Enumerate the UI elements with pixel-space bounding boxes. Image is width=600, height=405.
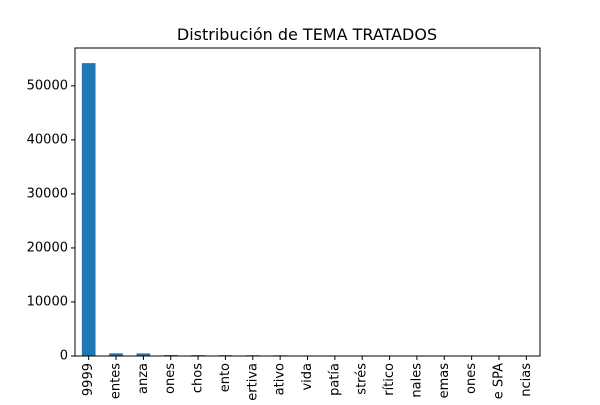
y-tick-label-2: 20000 <box>27 240 68 255</box>
x-tick-label-8: vida <box>300 363 315 391</box>
x-tick-label-4: chos <box>191 363 206 393</box>
x-tick-label-3: ones <box>163 363 178 394</box>
x-tick-label-12: nales <box>409 363 424 398</box>
y-tick-label-5: 50000 <box>27 78 68 93</box>
x-tick-label-0: 9999 <box>81 363 96 396</box>
x-tick-label-6: ertiva <box>245 363 260 400</box>
x-tick-label-16: ncias <box>519 363 534 397</box>
x-tick-label-15: e SPA <box>491 363 506 399</box>
y-tick-label-1: 10000 <box>27 294 68 309</box>
y-tick-label-4: 40000 <box>27 132 68 147</box>
y-tick-label-0: 0 <box>60 349 68 364</box>
plot-frame <box>75 48 540 356</box>
x-tick-label-1: entes <box>109 363 124 399</box>
chart-title: Distribución de TEMA TRATADOS <box>177 25 437 44</box>
x-tick-label-5: ento <box>218 363 233 392</box>
x-tick-label-7: ativo <box>273 363 288 395</box>
x-tick-label-2: anza <box>136 363 151 394</box>
x-tick-label-9: patía <box>327 363 342 396</box>
y-axis: 0 10000 20000 30000 40000 50000 <box>27 78 75 363</box>
x-tick-label-10: strés <box>355 363 370 395</box>
x-tick-label-11: rítico <box>382 363 397 396</box>
y-tick-label-3: 30000 <box>27 186 68 201</box>
bar-0 <box>82 63 96 356</box>
x-axis: 9999 entes anza ones chos ento ertiva ativo vida… <box>81 356 534 400</box>
x-tick-label-14: ones <box>464 363 479 394</box>
x-tick-label-13: emas <box>437 363 452 399</box>
bars-group <box>82 63 533 356</box>
